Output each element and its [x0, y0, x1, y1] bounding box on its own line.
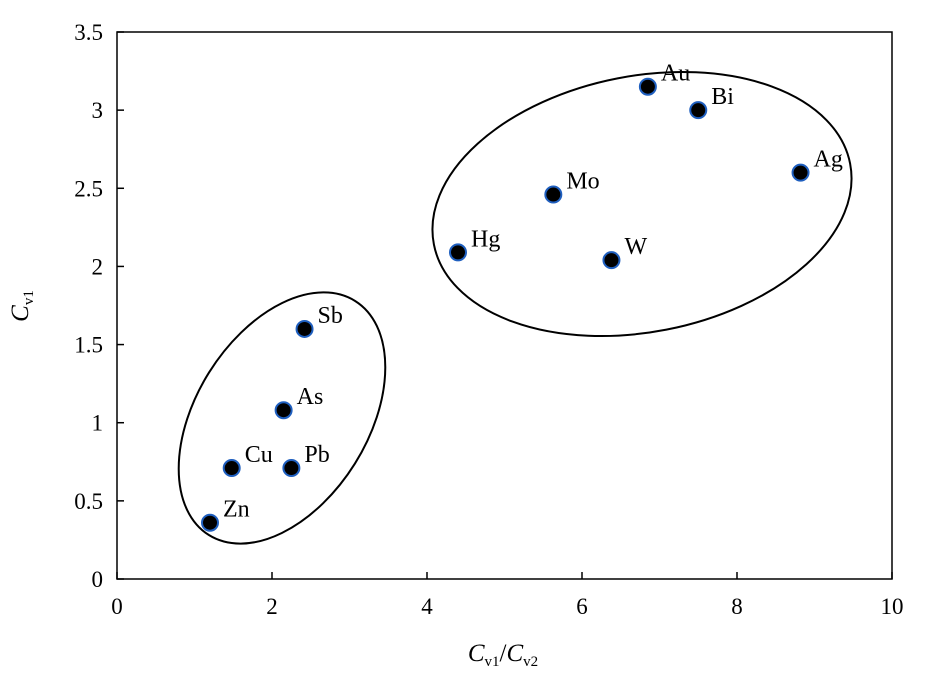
- x-tick-label: 6: [576, 594, 588, 619]
- x-tick-label: 0: [111, 594, 123, 619]
- point-label-zn: Zn: [223, 497, 250, 523]
- data-point-as: [274, 401, 293, 420]
- x-tick-label: 10: [881, 594, 904, 619]
- y-tick-label: 2: [92, 254, 104, 279]
- data-points: Au Bi Ag Mo Hg W Sb As Cu Pb Zn: [201, 61, 843, 532]
- data-point-bi: [689, 101, 708, 120]
- y-axis-title: Cv1: [7, 290, 37, 322]
- x-tick-label: 4: [421, 594, 433, 619]
- x-axis-title-sub1: v1: [485, 654, 500, 670]
- cluster-ellipse-upper: [431, 71, 853, 337]
- data-point-zn: [201, 513, 219, 532]
- point-label-hg: Hg: [471, 226, 500, 252]
- y-tick-label: 3: [92, 98, 104, 123]
- x-axis-title-main2: C: [506, 640, 523, 667]
- data-point-au: [638, 77, 657, 96]
- y-axis-title-main: C: [7, 305, 34, 322]
- point-label-as: As: [297, 384, 324, 410]
- y-tick-label: 1: [92, 411, 104, 436]
- point-label-ag: Ag: [814, 147, 843, 173]
- data-point-pb: [282, 459, 301, 478]
- data-point-mo: [544, 185, 563, 204]
- point-label-bi: Bi: [711, 84, 734, 110]
- data-point-ag: [791, 163, 810, 182]
- y-tick-label: 0: [92, 567, 104, 592]
- y-tick-label: 2.5: [74, 176, 103, 201]
- x-tick-label: 8: [731, 594, 743, 619]
- x-axis-title-sub2: v2: [523, 654, 538, 670]
- data-point-cu: [222, 459, 241, 478]
- data-point-hg: [449, 243, 467, 262]
- data-point-sb: [295, 319, 314, 338]
- plot-frame: [116, 31, 893, 580]
- x-axis-title-main: C: [468, 640, 485, 667]
- y-axis-title-sub: v1: [21, 290, 37, 305]
- point-label-mo: Mo: [566, 169, 599, 195]
- y-tick-label: 1.5: [74, 333, 103, 358]
- point-label-w: W: [624, 234, 647, 260]
- point-label-au: Au: [661, 61, 690, 87]
- y-tick-label: 3.5: [74, 20, 103, 45]
- point-label-sb: Sb: [318, 303, 343, 329]
- point-label-pb: Pb: [304, 442, 329, 468]
- x-axis-title-slash: /: [500, 640, 507, 667]
- cluster-ellipse-lower: [177, 291, 387, 545]
- data-point-w: [602, 251, 621, 270]
- x-tick-label: 2: [266, 594, 278, 619]
- y-tick-label: 0.5: [74, 489, 103, 514]
- x-axis-ticks: 0 2 4 6 8 10: [111, 572, 904, 619]
- point-label-cu: Cu: [245, 442, 273, 468]
- y-axis-ticks: 0 0.5 1 1.5 2 2.5 3 3.5: [74, 20, 124, 592]
- x-axis-title: Cv1/Cv2: [468, 640, 538, 670]
